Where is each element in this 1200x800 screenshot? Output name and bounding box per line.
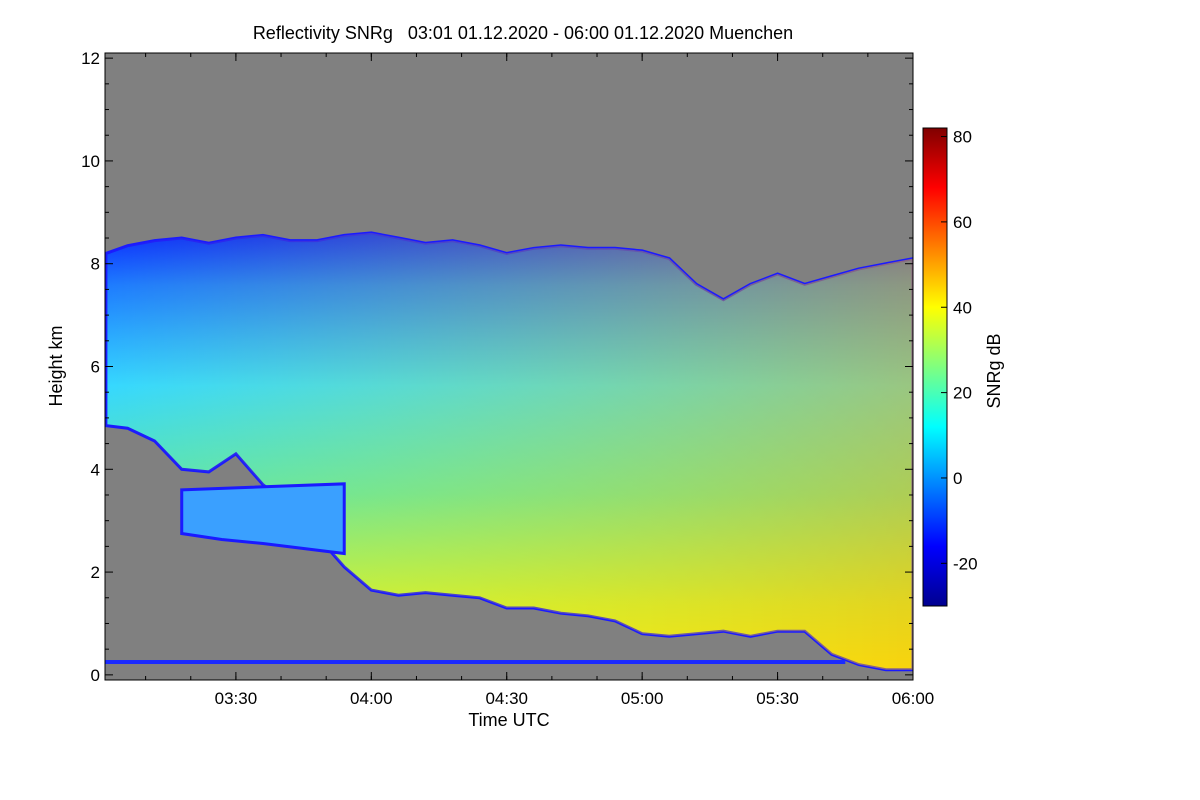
chart-title: Reflectivity SNRg 03:01 01.12.2020 - 06:…: [253, 23, 793, 43]
ground-clutter-line: [105, 660, 846, 665]
colorbar-tick-label: 60: [953, 213, 972, 232]
y-tick-label: 6: [91, 358, 100, 377]
x-axis-label: Time UTC: [468, 710, 549, 730]
cloud-warm-core: [105, 232, 913, 670]
colorbar: [922, 127, 948, 607]
colorbar-tick-label: 40: [953, 298, 972, 317]
y-axis-label: Height km: [46, 325, 66, 406]
y-axis: 0 2 4 6 8 10 12: [81, 49, 913, 685]
x-tick-label: 06:00: [892, 689, 935, 708]
x-tick-label: 04:30: [485, 689, 528, 708]
colorbar-gradient: [922, 127, 948, 607]
x-tick-label: 05:30: [756, 689, 799, 708]
y-tick-label: 10: [81, 152, 100, 171]
y-tick-label: 4: [91, 460, 100, 479]
y-tick-label: 0: [91, 666, 100, 685]
colorbar-tick-label: -20: [953, 554, 978, 573]
plot-area: [105, 53, 913, 680]
y-tick-label: 12: [81, 49, 100, 68]
x-axis: 03:30 04:00 04:30 05:00 05:30 06:00: [145, 53, 935, 708]
cloud-lower-layer: [180, 482, 346, 556]
y-tick-label: 8: [91, 255, 100, 274]
colorbar-tick-label: 0: [953, 469, 962, 488]
colorbar-ticks: -20 0 20 40 60 80: [941, 128, 978, 573]
x-tick-label: 03:30: [215, 689, 258, 708]
y-tick-label: 2: [91, 563, 100, 582]
colorbar-tick-label: 20: [953, 384, 972, 403]
colorbar-label: SNRg dB: [984, 333, 1004, 408]
x-tick-label: 04:00: [350, 689, 393, 708]
x-tick-label: 05:00: [621, 689, 664, 708]
colorbar-tick-label: 80: [953, 128, 972, 147]
